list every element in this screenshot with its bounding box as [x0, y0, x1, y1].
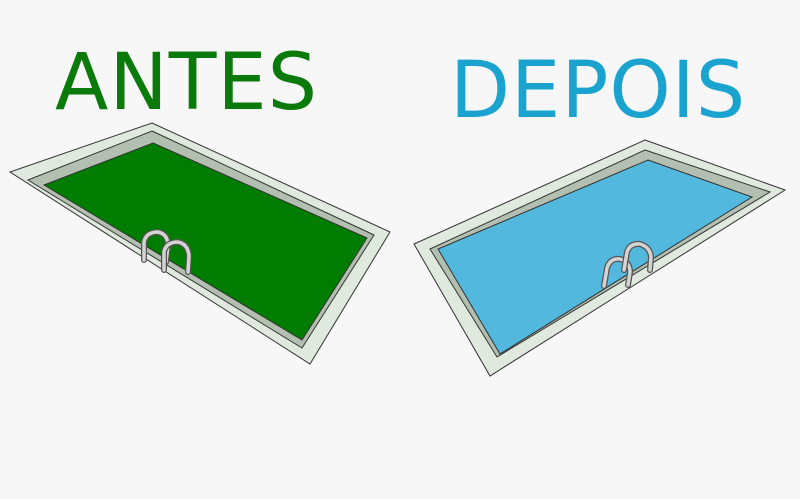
after-pool [413, 139, 787, 377]
after-label: DEPOIS [450, 46, 747, 136]
ladder-icon [141, 228, 193, 275]
after-pool-water [437, 159, 754, 355]
before-pool-water [42, 142, 368, 341]
before-pool [8, 122, 391, 365]
ladder-icon [601, 240, 655, 289]
before-label: ANTES [55, 38, 319, 128]
